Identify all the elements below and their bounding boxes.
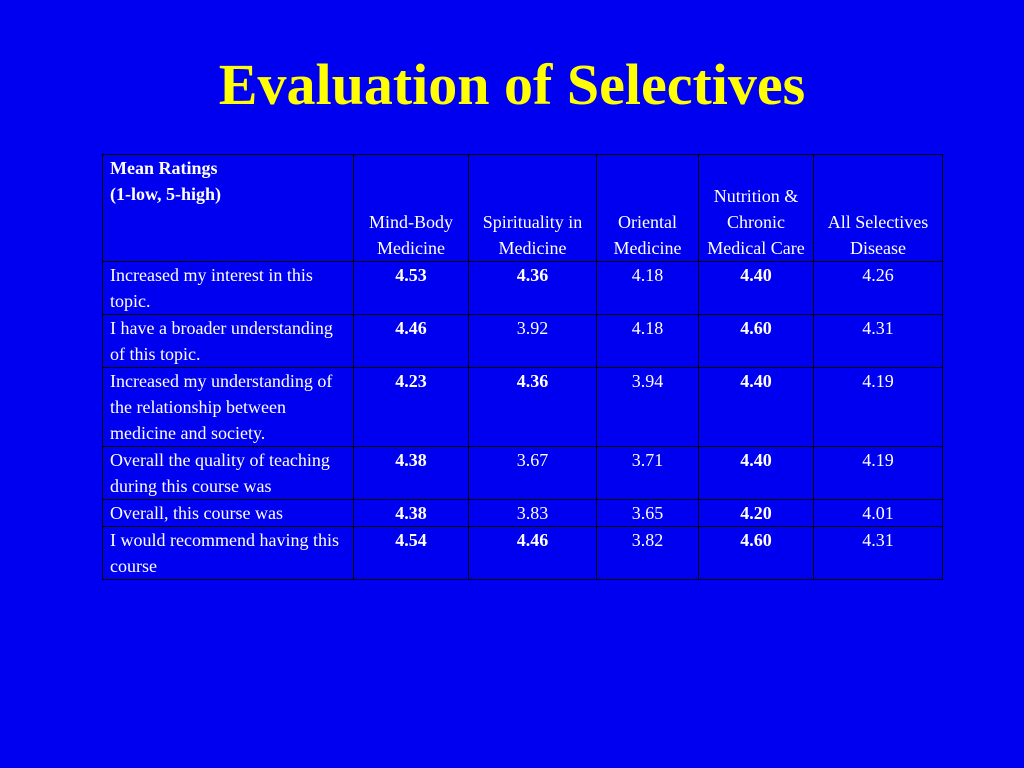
rating-cell: 4.23 [353, 367, 469, 447]
rating-cell: 3.71 [596, 446, 699, 500]
ratings-table: Mean Ratings (1-low, 5-high) Mind-Body M… [102, 154, 943, 580]
rating-cell: 3.67 [468, 446, 597, 500]
rating-cell: 4.40 [698, 446, 814, 500]
row-label: Overall, this course was [102, 499, 354, 527]
rating-cell: 4.38 [353, 446, 469, 500]
corner-header: Mean Ratings (1-low, 5-high) [102, 154, 354, 262]
column-header-oriental: Oriental Medicine [596, 154, 699, 262]
rating-cell: 3.83 [468, 499, 597, 527]
rating-cell: 4.40 [698, 367, 814, 447]
rating-cell: 3.65 [596, 499, 699, 527]
rating-cell: 3.94 [596, 367, 699, 447]
rating-cell: 4.20 [698, 499, 814, 527]
rating-cell: 4.46 [468, 526, 597, 580]
slide-title: Evaluation of Selectives [218, 52, 806, 117]
table-row: I have a broader understanding of this t… [102, 314, 943, 368]
table-row: Increased my understanding of the relati… [102, 367, 943, 447]
rating-cell: 4.53 [353, 261, 469, 315]
table-row: Increased my interest in this topic. 4.53… [102, 261, 943, 315]
rating-cell: 4.19 [813, 446, 943, 500]
rating-cell: 4.60 [698, 314, 814, 368]
column-header-all-selectives: All Selectives Disease [813, 154, 943, 262]
rating-cell: 4.36 [468, 367, 597, 447]
column-header-mind-body: Mind-Body Medicine [353, 154, 469, 262]
rating-cell: 4.19 [813, 367, 943, 447]
table-body: Increased my interest in this topic. 4.53… [102, 261, 943, 580]
corner-scale: (1-low, 5-high) [110, 184, 222, 204]
table-row: Overall the quality of teaching during t… [102, 446, 943, 500]
rating-cell: 4.31 [813, 314, 943, 368]
table-row: Overall, this course was 4.38 3.83 3.65 4.20… [102, 499, 943, 527]
rating-cell: 4.18 [596, 314, 699, 368]
row-label: I have a broader understanding of this t… [102, 314, 354, 368]
rating-cell: 4.31 [813, 526, 943, 580]
rating-cell: 4.40 [698, 261, 814, 315]
rating-cell: 4.01 [813, 499, 943, 527]
row-label: I would recommend having this course [102, 526, 354, 580]
rating-cell: 3.92 [468, 314, 597, 368]
column-header-spirituality: Spirituality in Medicine [468, 154, 597, 262]
row-label: Increased my interest in this topic. [102, 261, 354, 315]
corner-title: Mean Ratings [110, 158, 218, 178]
header-row: Mean Ratings (1-low, 5-high) Mind-Body M… [102, 154, 943, 262]
column-header-nutrition: Nutrition & Chronic Medical Care [698, 154, 814, 262]
row-label: Increased my understanding of the relati… [102, 367, 354, 447]
row-label: Overall the quality of teaching during t… [102, 446, 354, 500]
rating-cell: 4.46 [353, 314, 469, 368]
rating-cell: 4.26 [813, 261, 943, 315]
rating-cell: 4.54 [353, 526, 469, 580]
rating-cell: 4.36 [468, 261, 597, 315]
rating-cell: 4.60 [698, 526, 814, 580]
rating-cell: 4.38 [353, 499, 469, 527]
rating-cell: 4.18 [596, 261, 699, 315]
table-row: I would recommend having this course 4.54… [102, 526, 943, 580]
rating-cell: 3.82 [596, 526, 699, 580]
